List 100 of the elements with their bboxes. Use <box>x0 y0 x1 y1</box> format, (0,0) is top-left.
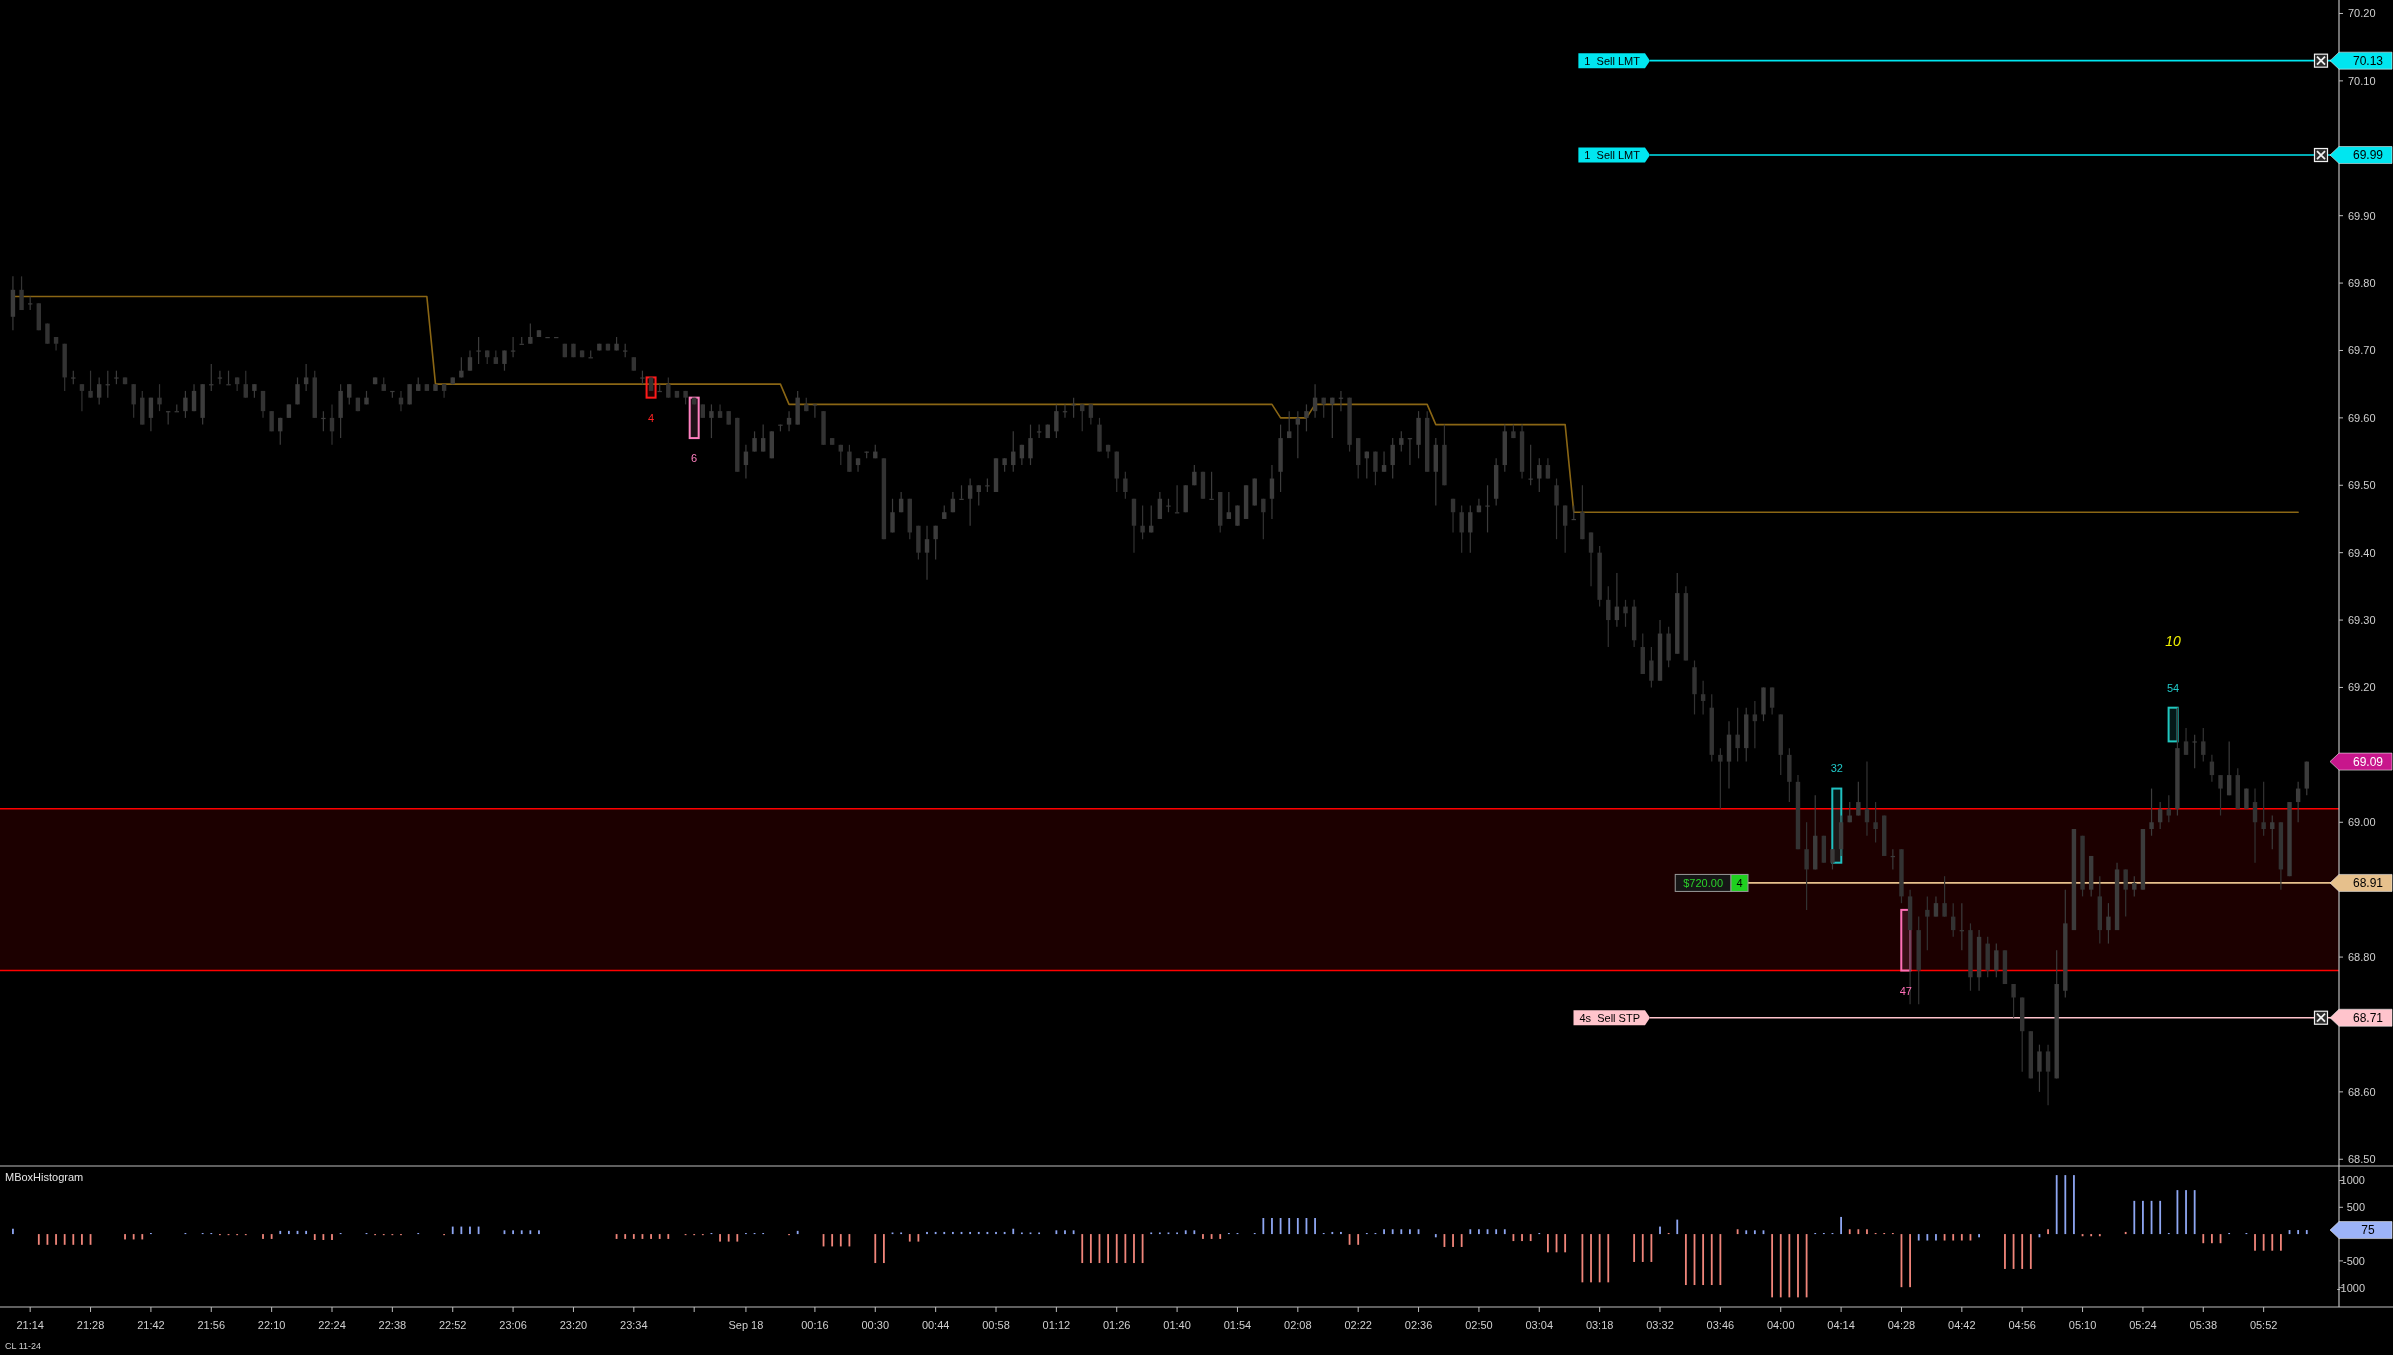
x-tick-label: 04:28 <box>1887 1319 1916 1331</box>
candlestick <box>709 403 714 439</box>
candlestick <box>2261 781 2266 837</box>
candlestick <box>1994 942 1999 978</box>
candlestick <box>1873 801 1878 844</box>
candlestick <box>321 410 326 432</box>
candlestick <box>1545 457 1551 480</box>
candlestick <box>1485 484 1490 534</box>
candlestick <box>847 444 852 473</box>
annotation: 6 <box>691 452 698 465</box>
candlestick <box>2123 868 2128 918</box>
x-tick-label: 01:40 <box>1163 1319 1191 1331</box>
y-tick-label: 68.50 <box>2348 1153 2376 1166</box>
x-tick-label: 04:14 <box>1827 1319 1855 1331</box>
x-tick-label: 02:08 <box>1284 1319 1312 1331</box>
candlestick <box>786 410 792 432</box>
candlestick <box>812 403 818 419</box>
candlestick <box>967 477 973 527</box>
candlestick <box>1528 444 1533 486</box>
candlestick <box>1942 875 1947 918</box>
candlestick <box>1028 424 1033 466</box>
candlestick <box>1261 498 1266 540</box>
x-tick-label: 00:30 <box>861 1319 890 1331</box>
x-tick-label: 03:46 <box>1706 1319 1735 1331</box>
candlestick <box>295 376 300 405</box>
x-tick-label: 21:56 <box>197 1319 226 1331</box>
y-tick-label: 68.80 <box>2348 951 2376 964</box>
candlestick <box>1700 680 1706 716</box>
x-tick-label: 21:28 <box>76 1319 105 1331</box>
x-tick-label: 04:42 <box>1948 1319 1976 1331</box>
candlestick <box>2192 734 2197 769</box>
candlestick <box>1856 781 1861 817</box>
x-tick-label: 21:14 <box>16 1319 44 1331</box>
candlestick <box>528 322 533 345</box>
candlestick <box>1088 403 1094 426</box>
candlestick <box>760 424 766 453</box>
candlestick <box>1468 504 1473 554</box>
x-tick-label: 03:32 <box>1646 1319 1674 1331</box>
candlestick <box>1373 450 1378 486</box>
x-tick-label: 05:10 <box>2068 1319 2097 1331</box>
candlestick <box>2226 740 2232 796</box>
candlestick <box>1381 450 1387 473</box>
annotation: 32 <box>1830 761 1843 774</box>
annotation: 4 <box>648 411 655 424</box>
y-tick-label: 69.40 <box>2348 546 2376 559</box>
candlestick <box>467 349 473 372</box>
candlestick <box>96 376 102 405</box>
candlestick <box>260 390 266 419</box>
candlestick <box>1123 471 1128 500</box>
candlestick <box>1209 471 1214 500</box>
annotation: 4 <box>1736 876 1743 889</box>
candlestick <box>183 390 188 419</box>
candlestick <box>502 349 507 372</box>
candlestick <box>2037 1044 2042 1093</box>
y-tick-label: 69.70 <box>2348 344 2376 357</box>
y-tick-label: 69.20 <box>2348 681 2376 694</box>
candlestick <box>2270 814 2275 850</box>
annotation: $720.00 <box>1683 876 1723 889</box>
x-tick-label: 22:52 <box>438 1319 467 1331</box>
candlestick <box>1287 410 1292 439</box>
y-tick-label: 500 <box>2346 1201 2365 1214</box>
annotation: 54 <box>2166 681 2180 694</box>
y-tick-label: 70.20 <box>2348 7 2376 20</box>
x-tick-label: 05:38 <box>2189 1319 2218 1331</box>
x-tick-label: 03:04 <box>1525 1319 1554 1331</box>
ref-line-label: 70.13 <box>2352 53 2384 68</box>
candlestick <box>2183 727 2189 756</box>
annotation: 10 <box>2165 632 2182 649</box>
candlestick <box>1226 491 1232 520</box>
candlestick <box>1054 403 1059 439</box>
x-tick-label: 01:12 <box>1042 1319 1071 1331</box>
annotation: 69.09 <box>2352 754 2384 769</box>
candlestick <box>752 430 757 453</box>
candlestick <box>1071 397 1076 419</box>
candlestick <box>2106 902 2111 945</box>
annotation: 1 Sell LMT <box>1584 54 1641 67</box>
candlestick <box>217 370 223 385</box>
candlestick <box>1554 477 1559 540</box>
candlestick <box>2011 983 2016 1019</box>
candlestick <box>476 336 481 365</box>
candlestick <box>1399 430 1404 453</box>
candlestick <box>2132 875 2137 897</box>
candlestick <box>347 383 352 405</box>
candlestick <box>2166 794 2171 823</box>
candlestick <box>1036 424 1042 439</box>
ref-line-label: 68.91 <box>2352 876 2384 891</box>
x-tick-label: 22:10 <box>257 1319 286 1331</box>
candlestick <box>191 383 197 412</box>
x-tick-label: 23:06 <box>499 1319 527 1331</box>
x-tick-label: 21:42 <box>137 1319 165 1331</box>
candlestick <box>79 383 85 412</box>
ref-line-label: 69.99 <box>2352 148 2384 163</box>
candlestick <box>1080 403 1085 432</box>
candlestick <box>890 498 895 534</box>
y-tick-label: 68.60 <box>2348 1085 2376 1098</box>
candlestick <box>1649 646 1654 689</box>
candlestick <box>2218 774 2223 817</box>
y-tick-label: 70.10 <box>2348 74 2376 87</box>
candlestick <box>1140 504 1145 540</box>
x-tick-label: 01:26 <box>1102 1319 1131 1331</box>
